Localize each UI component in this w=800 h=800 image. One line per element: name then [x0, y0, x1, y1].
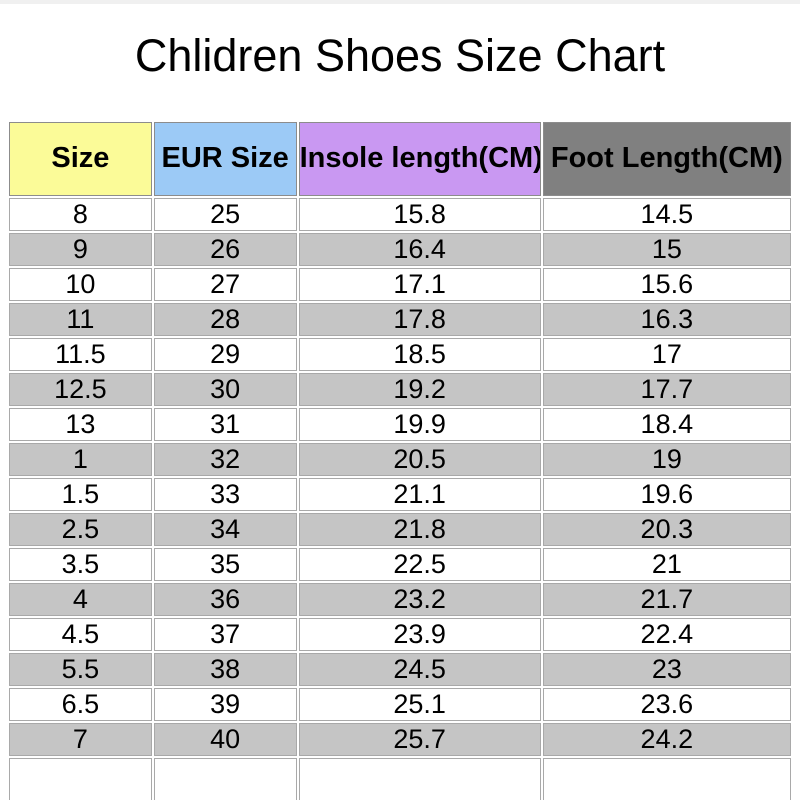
table-cell: 31 — [153, 407, 297, 441]
table-body: 8 25 15.8 14.5 9 26 16.4 15 10 27 17.1 15.6 11 28 17.8… — [9, 197, 791, 800]
table-row: 8 25 15.8 14.5 — [9, 197, 791, 231]
table-row: 7 40 25.7 24.2 — [9, 722, 791, 756]
table-cell: 1 — [9, 442, 152, 476]
table-cell: 21 — [542, 547, 791, 581]
table-cell: 19.2 — [298, 372, 541, 406]
table-row: 4 36 23.2 21.7 — [9, 582, 791, 616]
table-cell: 39 — [153, 687, 297, 721]
table-cell: 2.5 — [9, 512, 152, 546]
table-cell: 3.5 — [9, 547, 152, 581]
table-cell: 17.8 — [298, 302, 541, 336]
table-cell: 29 — [153, 337, 297, 371]
table-cell: 12.5 — [9, 372, 152, 406]
table-cell: 5.5 — [9, 652, 152, 686]
table-cell: 18.4 — [542, 407, 791, 441]
table-cell — [153, 757, 297, 800]
table-cell: 11.5 — [9, 337, 152, 371]
table-cell: 21.1 — [298, 477, 541, 511]
table-cell: 26 — [153, 232, 297, 266]
table-cell: 35 — [153, 547, 297, 581]
table-cell: 37 — [153, 617, 297, 651]
table-cell: 19.9 — [298, 407, 541, 441]
table-cell: 15.6 — [542, 267, 791, 301]
table-cell: 19 — [542, 442, 791, 476]
column-header-insole-length-cm: Insole length(CM) — [298, 121, 541, 196]
table-cell: 4.5 — [9, 617, 152, 651]
column-header-eur-size: EUR Size — [153, 121, 297, 196]
table-cell: 16.3 — [542, 302, 791, 336]
table-row: 9 26 16.4 15 — [9, 232, 791, 266]
table-row — [9, 757, 791, 800]
table-cell: 19.6 — [542, 477, 791, 511]
table-cell: 15.8 — [298, 197, 541, 231]
table-cell: 15 — [542, 232, 791, 266]
table-cell: 23 — [542, 652, 791, 686]
table-row: 3.5 35 22.5 21 — [9, 547, 791, 581]
table-cell: 17.1 — [298, 267, 541, 301]
table-cell: 23.2 — [298, 582, 541, 616]
table-cell: 25 — [153, 197, 297, 231]
table-row: 2.5 34 21.8 20.3 — [9, 512, 791, 546]
table-cell: 34 — [153, 512, 297, 546]
table-row: 1.5 33 21.1 19.6 — [9, 477, 791, 511]
table-cell: 1.5 — [9, 477, 152, 511]
table-cell — [298, 757, 541, 800]
table-cell: 4 — [9, 582, 152, 616]
table-cell: 40 — [153, 722, 297, 756]
table-cell: 30 — [153, 372, 297, 406]
table-cell: 25.7 — [298, 722, 541, 756]
table-cell: 10 — [9, 267, 152, 301]
table-cell: 24.2 — [542, 722, 791, 756]
table-cell — [9, 757, 152, 800]
table-cell: 28 — [153, 302, 297, 336]
table-cell: 20.5 — [298, 442, 541, 476]
table-cell: 22.4 — [542, 617, 791, 651]
header-row: Size EUR Size Insole length(CM) Foot Length… — [9, 121, 791, 196]
table-cell: 20.3 — [542, 512, 791, 546]
column-header-size: Size — [9, 121, 152, 196]
top-strip — [0, 0, 800, 4]
table-row: 5.5 38 24.5 23 — [9, 652, 791, 686]
table-cell: 7 — [9, 722, 152, 756]
table-cell: 18.5 — [298, 337, 541, 371]
table-cell: 17 — [542, 337, 791, 371]
table-row: 11.5 29 18.5 17 — [9, 337, 791, 371]
table-cell: 14.5 — [542, 197, 791, 231]
table-cell: 16.4 — [298, 232, 541, 266]
table-cell: 27 — [153, 267, 297, 301]
column-header-foot-length-cm: Foot Length(CM) — [542, 121, 791, 196]
table-cell: 33 — [153, 477, 297, 511]
table-cell: 6.5 — [9, 687, 152, 721]
table-cell: 38 — [153, 652, 297, 686]
table-cell: 13 — [9, 407, 152, 441]
table-cell: 36 — [153, 582, 297, 616]
table-cell: 23.9 — [298, 617, 541, 651]
table-cell: 32 — [153, 442, 297, 476]
page-title: Chlidren Shoes Size Chart — [134, 30, 666, 81]
table-cell: 9 — [9, 232, 152, 266]
table-cell — [542, 757, 791, 800]
table-row: 1 32 20.5 19 — [9, 442, 791, 476]
table-row: 4.5 37 23.9 22.4 — [9, 617, 791, 651]
table-cell: 21.8 — [298, 512, 541, 546]
table-cell: 11 — [9, 302, 152, 336]
table-cell: 25.1 — [298, 687, 541, 721]
table-cell: 21.7 — [542, 582, 791, 616]
table-row: 11 28 17.8 16.3 — [9, 302, 791, 336]
table-cell: 24.5 — [298, 652, 541, 686]
size-chart-table: Size EUR Size Insole length(CM) Foot Length… — [7, 120, 793, 800]
table-cell: 8 — [9, 197, 152, 231]
table-row: 12.5 30 19.2 17.7 — [9, 372, 791, 406]
table-cell: 17.7 — [542, 372, 791, 406]
table-row: 13 31 19.9 18.4 — [9, 407, 791, 441]
table-row: 6.5 39 25.1 23.6 — [9, 687, 791, 721]
table-row: 10 27 17.1 15.6 — [9, 267, 791, 301]
table-cell: 23.6 — [542, 687, 791, 721]
table-cell: 22.5 — [298, 547, 541, 581]
